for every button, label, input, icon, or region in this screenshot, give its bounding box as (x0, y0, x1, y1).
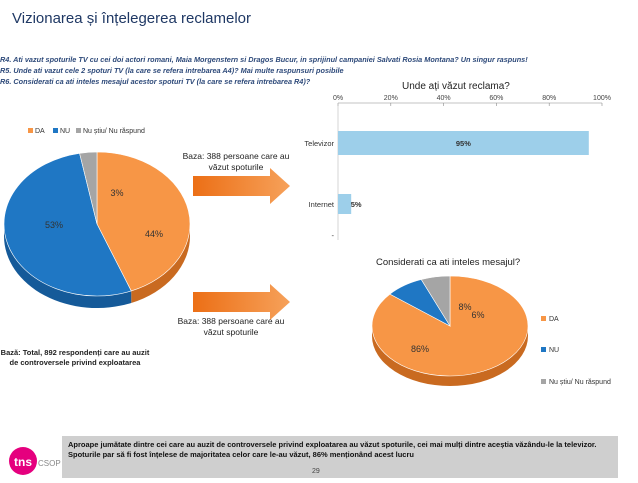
legend2-label-da: DA (549, 316, 559, 323)
page-number: 29 (312, 468, 320, 475)
base-note-seen-2: Baza: 388 persoane care au văzut spoturi… (177, 316, 285, 337)
bar-value-label-1: 5% (351, 200, 362, 209)
legend-swatch-da (28, 128, 33, 133)
legend2-swatch-da (541, 316, 546, 321)
pie-chart-seen: 44% 53% 3% (3, 151, 191, 308)
legend-swatch-nustiu (76, 128, 81, 133)
pie1-label-1: 53% (45, 220, 63, 230)
bar-tick-label-1: 20% (384, 95, 398, 102)
question-r6: R6. Considerati ca ati inteles mesajul a… (0, 77, 311, 86)
svg-text:CSOP: CSOP (38, 459, 61, 468)
legend-label-da: DA (35, 128, 45, 135)
svg-text:tns: tns (14, 455, 32, 469)
base-note-seen: Baza: 388 persoane care au văzut spoturi… (182, 151, 290, 172)
pie2-slice-2 (420, 275, 451, 328)
bar-tick-label-5: 100% (593, 95, 611, 102)
arrow-top (193, 168, 290, 204)
bar-0 (338, 131, 589, 155)
bar-1 (338, 194, 352, 214)
legend-swatch-nu (53, 128, 58, 133)
footer-summary: Aproape jumătate dintre cei care au auzi… (62, 436, 618, 478)
tns-logo: tns CSOP (6, 436, 62, 478)
bar-category-2: - (332, 231, 335, 240)
pie1-slice-2 (79, 151, 98, 225)
legend2-swatch-nu (541, 347, 546, 352)
legend2-swatch-nustiu (541, 379, 546, 384)
pie-chart-understood: 86% 8%6% (371, 275, 529, 386)
legend-label-nu: NU (60, 128, 70, 135)
pie2-label-1: 8% (458, 302, 471, 312)
pie1-label-0: 44% (145, 229, 163, 239)
legend2-label-nu: NU (549, 347, 559, 354)
question-r5: R5. Unde ati vazut cele 2 spoturi TV (la… (0, 66, 344, 75)
bar-tick-label-2: 40% (437, 95, 451, 102)
legend-label-nustiu: Nu știu/ Nu răspund (83, 128, 145, 135)
question-r4: R4. Ati vazut spoturile TV cu cei doi ac… (0, 55, 528, 64)
bar-category-0: Televizor (304, 139, 334, 148)
bar-tick-label-4: 80% (542, 95, 556, 102)
legend2-label-nustiu: Nu știu/ Nu răspund (549, 379, 611, 386)
pie2-label-0: 86% (411, 344, 429, 354)
bar-tick-label-0: 0% (333, 95, 343, 102)
bar-value-label-0: 95% (456, 139, 471, 148)
pie1-side-0 (131, 224, 190, 303)
pie2-chart-title: Considerati ca ati inteles mesajul? (376, 257, 521, 268)
bar-category-1: Internet (309, 200, 335, 209)
pie1-label-2: 3% (110, 188, 123, 198)
pie2-legend: DA NU Nu știu/ Nu răspund (541, 316, 611, 386)
bar-tick-label-3: 60% (489, 95, 503, 102)
pie2-side-0 (372, 326, 528, 386)
bar-chart-title: Unde ați văzut reclama? (402, 81, 510, 92)
pie1-slice-1 (3, 152, 132, 297)
bar-chart-where: 0% 20% 40% 60% 80% 100% Televizor 95% Internet 5%… (304, 95, 611, 240)
arrow-bottom (193, 284, 290, 320)
pie2-label-2: 6% (471, 310, 484, 320)
pie1-legend: DA NU Nu știu/ Nu răspund (28, 128, 145, 135)
pie1-slice-0 (96, 151, 191, 292)
logo-icon: tns CSOP (6, 436, 62, 478)
page-title: Vizionarea și înțelegerea reclamelor (12, 10, 252, 27)
pie1-side-1 (4, 224, 132, 308)
base-note-total: Bază: Total, 892 respondenți care au auz… (0, 348, 150, 367)
